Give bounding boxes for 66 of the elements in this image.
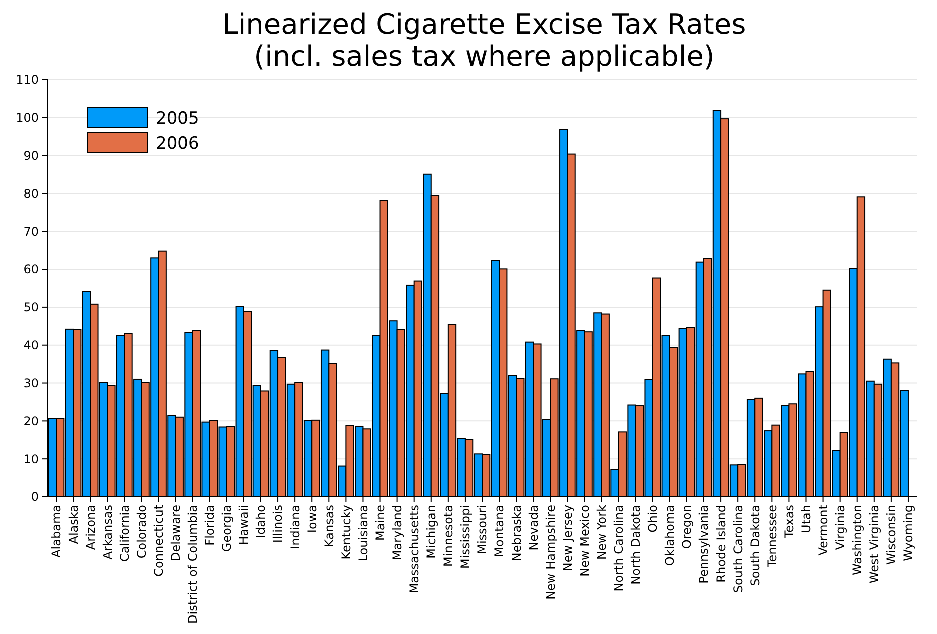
legend-label: 2006 (156, 134, 200, 154)
y-tick-label: 30 (24, 376, 39, 390)
x-tick-label: Idaho (254, 505, 268, 538)
x-tick-label: District of Columbia (186, 505, 200, 624)
x-tick-label: Maine (373, 505, 388, 542)
x-tick-label: Nebraska (510, 505, 524, 562)
x-tick-label: Connecticut (152, 504, 166, 577)
x-tick-label: Kansas (322, 505, 336, 548)
x-tick-label: Rhode Island (714, 505, 728, 583)
y-tick-label: 80 (24, 186, 39, 201)
x-tick-label: Kentucky (339, 505, 354, 560)
x-tick-label: Indiana (288, 505, 302, 550)
x-tick-label: Colorado (134, 505, 149, 559)
x-tick-label: Arkansas (100, 505, 115, 560)
x-tick-label: North Dakota (629, 505, 644, 585)
x-tick-label: Oklahoma (663, 505, 678, 566)
x-tick-label: Maryland (390, 505, 405, 561)
x-tick-label: Utah (799, 505, 814, 534)
x-tick-label: South Carolina (731, 505, 746, 594)
x-tick-label: North Carolina (612, 505, 626, 592)
y-tick-label: 40 (24, 338, 39, 353)
x-tick-label: Minnesota (442, 505, 456, 567)
x-tick-label: Wyoming (902, 505, 916, 562)
chart-title: Linearized Cigarette Excise Tax Rates (incl. sales tax where applicable) (222, 8, 746, 73)
x-tick-label: Washington (850, 505, 865, 576)
x-tick-label: West Virginia (868, 505, 882, 584)
x-tick-label: New Mexico (578, 505, 592, 577)
x-tick-label: Georgia (220, 505, 234, 552)
x-tick-label: Massachusetts (408, 505, 422, 594)
y-tick-label: 110 (16, 73, 39, 88)
y-tick-label: 10 (24, 452, 39, 466)
x-tick-label: Mississippi (458, 505, 473, 569)
x-tick-label: Virginia (834, 505, 848, 550)
y-tick-label: 50 (24, 300, 39, 315)
x-tick-label: Delaware (168, 505, 183, 562)
x-tick-label: Wisconsin (884, 505, 899, 565)
x-tick-label: Ohio (646, 505, 660, 533)
x-tick-label: Texas (782, 505, 796, 540)
x-tick-label: Iowa (305, 505, 320, 534)
x-tick-label: New Jersey (560, 505, 575, 572)
x-tick-label: Louisiana (356, 505, 370, 562)
y-tick-label: 70 (24, 224, 39, 239)
x-tick-label: South Dakota (748, 505, 762, 586)
y-tick-label: 60 (24, 262, 39, 277)
x-tick-label: Florida (203, 505, 218, 546)
x-tick-label: Oregon (680, 505, 694, 550)
x-tick-label: New Hampshire (544, 505, 558, 600)
legend-label: 2005 (156, 108, 200, 129)
x-tick-label: Pennsylvania (697, 505, 712, 584)
x-tick-label: Vermont (816, 504, 830, 556)
y-tick-label: 100 (16, 111, 39, 126)
x-tick-label: Nevada (526, 505, 541, 551)
y-tick-label: 0 (31, 490, 39, 504)
x-tick-label: Tennessee (765, 505, 780, 569)
y-tick-label: 20 (24, 414, 39, 428)
x-tick-label: California (118, 505, 132, 562)
x-tick-label: Illinois (271, 505, 286, 544)
x-tick-label: Michigan (424, 505, 439, 559)
x-tick-label: New York (594, 504, 609, 560)
x-tick-label: Alaska (66, 505, 81, 544)
x-tick-label: Hawaii (237, 505, 252, 546)
x-tick-label: Alabama (50, 505, 64, 558)
x-tick-label: Montana (492, 505, 507, 558)
y-tick-label: 90 (24, 149, 39, 164)
x-tick-label: Arizona (84, 505, 98, 550)
x-tick-label: Missouri (476, 505, 490, 554)
